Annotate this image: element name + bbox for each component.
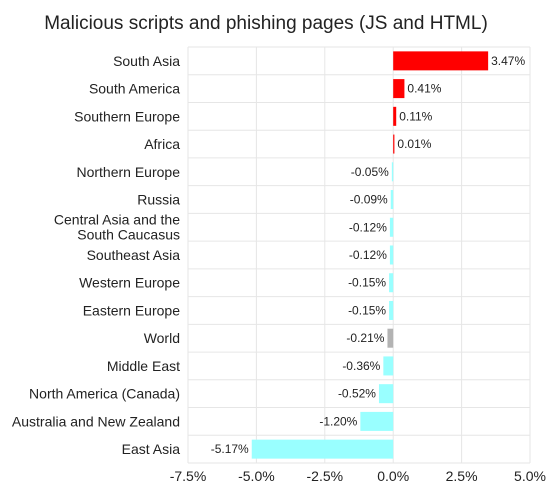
bar xyxy=(389,217,394,237)
category-label: Southeast Asia xyxy=(87,247,181,263)
bar xyxy=(389,300,394,320)
data-label: 3.47% xyxy=(491,54,525,68)
bar xyxy=(389,273,394,293)
bar xyxy=(393,106,397,126)
category-label: Australia and New Zealand xyxy=(12,413,180,429)
category-labels: South Asia South America Southern Europe Af… xyxy=(12,53,180,457)
x-axis-tick-labels: -7.5% -5.0% -2.5% 0.0% 2.5% 5.0% xyxy=(170,468,546,484)
data-label: 0.11% xyxy=(399,109,432,123)
x-tick-label: 5.0% xyxy=(514,468,546,484)
x-tick-label: 0.0% xyxy=(377,468,409,484)
data-label: -0.52% xyxy=(338,387,376,401)
category-label: World xyxy=(144,330,180,346)
x-tick-label: -7.5% xyxy=(170,468,207,484)
data-label: -0.15% xyxy=(348,276,386,290)
bar xyxy=(389,245,394,265)
category-label: Northern Europe xyxy=(76,164,180,180)
bar xyxy=(391,162,394,182)
bar xyxy=(251,439,394,459)
category-label: Eastern Europe xyxy=(83,302,180,318)
category-label: South America xyxy=(89,81,180,97)
bar xyxy=(393,79,405,99)
category-label: Middle East xyxy=(107,358,180,374)
category-label: South Asia xyxy=(113,53,180,69)
x-tick-label: -5.0% xyxy=(238,468,275,484)
bar xyxy=(383,356,394,376)
data-label: -0.12% xyxy=(349,248,387,262)
data-label: -0.36% xyxy=(342,359,380,373)
category-label: Central Asia and the South Caucasus xyxy=(54,211,180,242)
bar xyxy=(390,190,394,210)
bar xyxy=(387,328,394,348)
x-tick-label: 2.5% xyxy=(446,468,478,484)
category-label: Western Europe xyxy=(79,275,180,291)
bar xyxy=(393,134,395,154)
data-label: -0.12% xyxy=(349,220,387,234)
bar xyxy=(378,384,394,404)
chart-title: Malicious scripts and phishing pages (JS… xyxy=(44,13,488,34)
category-label: East Asia xyxy=(122,441,181,457)
x-tick-label: -2.5% xyxy=(307,468,344,484)
data-labels: 3.47% 0.41% 0.11% 0.01% -0.05% -0.09% -0.12% -0… xyxy=(211,54,526,456)
data-label: -0.21% xyxy=(346,331,384,345)
bar xyxy=(393,51,489,71)
category-label: Southern Europe xyxy=(74,108,180,124)
category-label: North America (Canada) xyxy=(29,386,180,402)
data-label: -0.09% xyxy=(350,193,388,207)
data-label: 0.01% xyxy=(397,137,431,151)
category-label: Africa xyxy=(144,136,180,152)
bars xyxy=(251,51,489,459)
bar xyxy=(360,411,394,431)
data-label: -0.05% xyxy=(351,165,389,179)
data-label: 0.41% xyxy=(407,82,441,96)
data-label: -1.20% xyxy=(319,414,357,428)
data-label: -5.17% xyxy=(211,442,249,456)
data-label: -0.15% xyxy=(348,303,386,317)
grid-lines xyxy=(187,46,531,464)
category-label: Russia xyxy=(137,192,180,208)
